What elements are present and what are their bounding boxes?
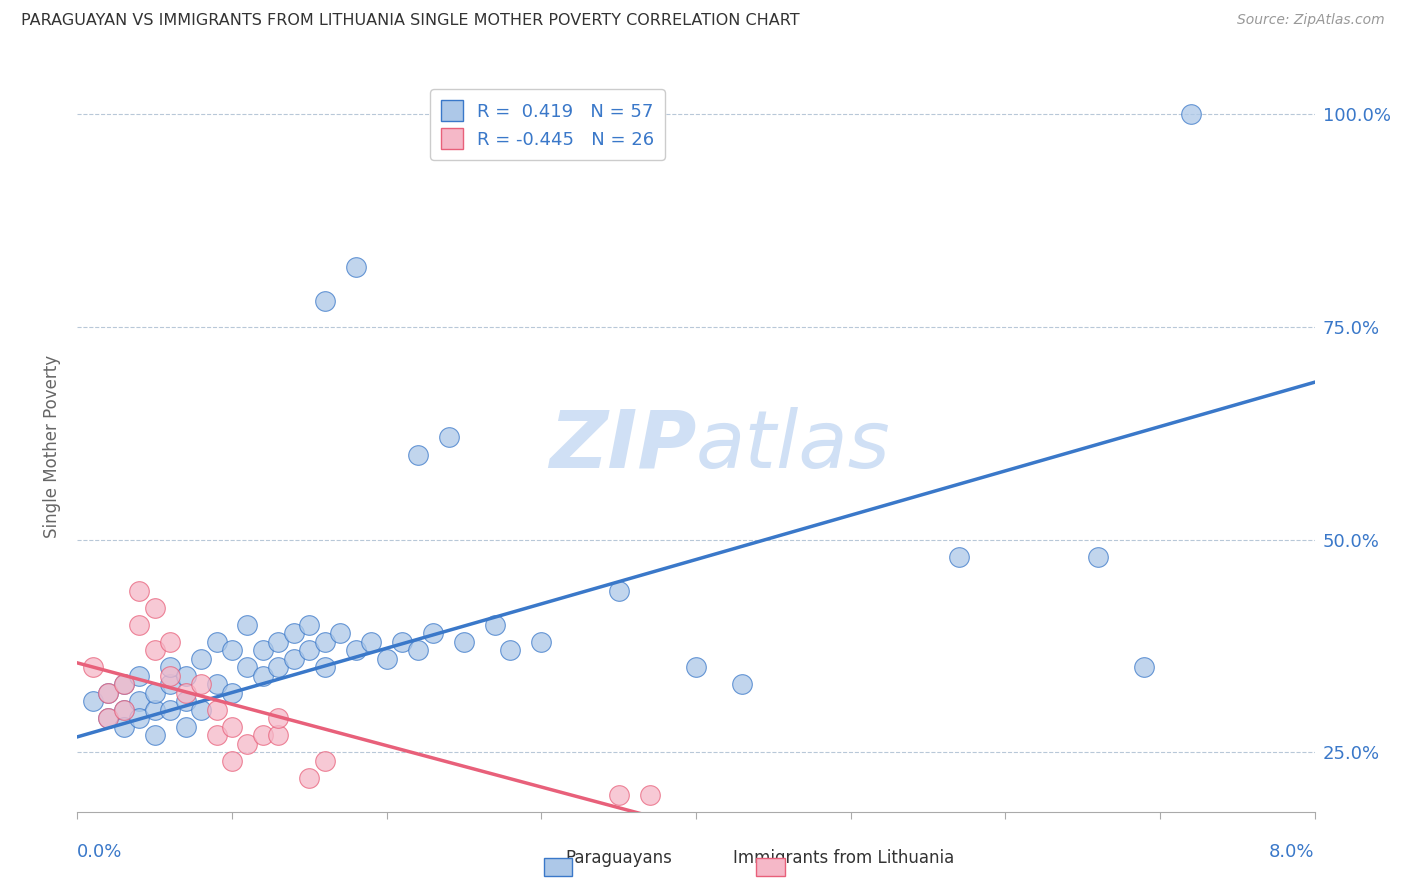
Point <box>731 677 754 691</box>
Point <box>298 617 321 632</box>
Point <box>190 677 212 691</box>
Text: Paraguayans: Paraguayans <box>565 849 672 867</box>
Point <box>190 703 212 717</box>
Point <box>267 711 290 725</box>
Point <box>236 660 259 674</box>
Point <box>112 720 135 734</box>
Point <box>174 668 197 682</box>
Point <box>252 728 274 742</box>
Point <box>205 634 228 648</box>
Point <box>128 668 150 682</box>
Point <box>607 583 630 598</box>
Point <box>1180 107 1202 121</box>
Point <box>685 660 707 674</box>
Point <box>360 881 382 892</box>
Y-axis label: Single Mother Poverty: Single Mother Poverty <box>44 354 62 538</box>
Point <box>638 788 661 802</box>
Point <box>97 711 120 725</box>
Point <box>143 728 166 742</box>
Point <box>159 677 181 691</box>
Point <box>1133 660 1156 674</box>
Text: 0.0%: 0.0% <box>77 843 122 861</box>
Point <box>283 651 305 665</box>
Point <box>221 754 243 768</box>
Point <box>221 643 243 657</box>
Point <box>391 634 413 648</box>
Point <box>143 686 166 700</box>
Point <box>298 643 321 657</box>
Point <box>344 643 367 657</box>
Point <box>128 694 150 708</box>
Point <box>499 643 522 657</box>
Point <box>236 617 259 632</box>
Point <box>948 549 970 564</box>
Point <box>267 728 290 742</box>
Point <box>360 634 382 648</box>
Point <box>314 294 336 309</box>
Point <box>267 660 290 674</box>
Point <box>375 651 398 665</box>
Point <box>314 634 336 648</box>
Point <box>283 626 305 640</box>
Point <box>128 617 150 632</box>
Point <box>453 634 475 648</box>
Text: PARAGUAYAN VS IMMIGRANTS FROM LITHUANIA SINGLE MOTHER POVERTY CORRELATION CHART: PARAGUAYAN VS IMMIGRANTS FROM LITHUANIA … <box>21 13 800 29</box>
Point <box>159 634 181 648</box>
Point <box>329 626 352 640</box>
Point <box>205 677 228 691</box>
Point <box>314 660 336 674</box>
Point <box>82 660 104 674</box>
Point <box>205 703 228 717</box>
Point <box>97 711 120 725</box>
Point <box>112 703 135 717</box>
Point <box>344 260 367 275</box>
Point <box>143 703 166 717</box>
Legend: R =  0.419   N = 57, R = -0.445   N = 26: R = 0.419 N = 57, R = -0.445 N = 26 <box>430 89 665 160</box>
Point <box>298 771 321 785</box>
Text: Immigrants from Lithuania: Immigrants from Lithuania <box>733 849 955 867</box>
Point <box>159 703 181 717</box>
Point <box>1087 549 1109 564</box>
Text: Source: ZipAtlas.com: Source: ZipAtlas.com <box>1237 13 1385 28</box>
Point <box>97 686 120 700</box>
Point <box>530 634 553 648</box>
Point <box>112 677 135 691</box>
Point <box>406 448 429 462</box>
Point <box>82 694 104 708</box>
Point <box>128 583 150 598</box>
Point <box>205 728 228 742</box>
Point <box>112 703 135 717</box>
Text: ZIP: ZIP <box>548 407 696 485</box>
Text: 8.0%: 8.0% <box>1270 843 1315 861</box>
Point <box>252 643 274 657</box>
Point <box>190 651 212 665</box>
Point <box>236 737 259 751</box>
Point <box>143 643 166 657</box>
Point <box>174 694 197 708</box>
Point <box>267 634 290 648</box>
Point <box>221 720 243 734</box>
Point <box>174 720 197 734</box>
Point <box>406 643 429 657</box>
Point <box>112 677 135 691</box>
Point <box>97 686 120 700</box>
Point <box>159 668 181 682</box>
Point <box>314 754 336 768</box>
Point <box>437 430 460 444</box>
Point <box>128 711 150 725</box>
Point <box>252 668 274 682</box>
Text: atlas: atlas <box>696 407 891 485</box>
Point <box>159 660 181 674</box>
Point <box>484 617 506 632</box>
Point <box>607 788 630 802</box>
Point <box>221 686 243 700</box>
Point <box>143 600 166 615</box>
Point <box>174 686 197 700</box>
Point <box>422 626 444 640</box>
